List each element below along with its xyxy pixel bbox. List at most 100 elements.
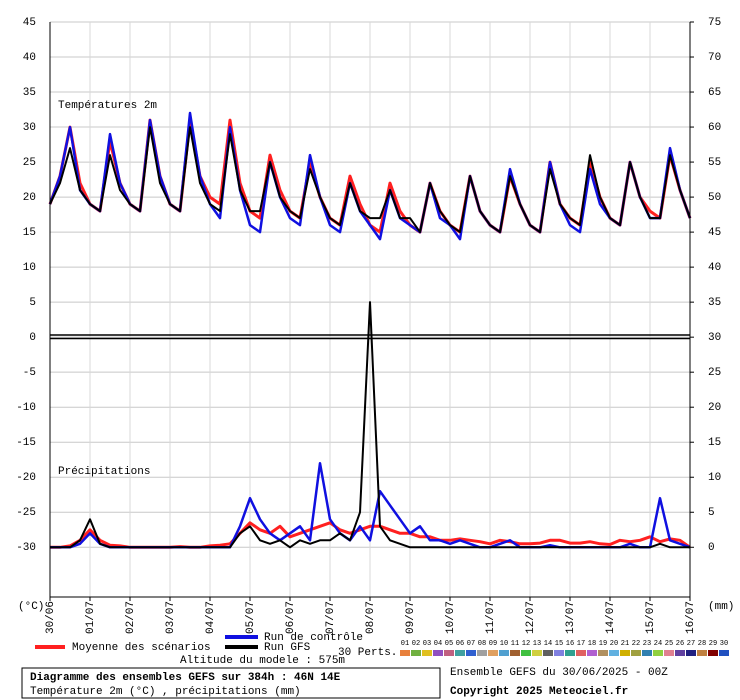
- panel-label: Précipitations: [58, 466, 150, 478]
- perturbation-swatch: [653, 650, 663, 656]
- title-box: [21, 667, 441, 699]
- y2-tick-label: 30: [708, 332, 721, 344]
- x-tick-label: 12/07: [525, 601, 537, 634]
- perturbation-label: 09: [489, 640, 497, 648]
- x-tick-label: 10/07: [445, 601, 457, 634]
- y2-unit: (mm): [708, 601, 734, 613]
- perturbation-label: 26: [676, 640, 684, 648]
- perturbation-label: 18: [588, 640, 596, 648]
- run-label: Ensemble GEFS du 30/06/2025 - 00Z: [450, 667, 668, 679]
- y2-tick-label: 50: [708, 192, 721, 204]
- perturbation-label: 16: [566, 640, 574, 648]
- perturbation-label: 22: [632, 640, 640, 648]
- perturbation-swatch: [488, 650, 498, 656]
- perturbation-swatch: [675, 650, 685, 656]
- perturbation-swatch: [532, 650, 542, 656]
- x-tick-label: 15/07: [645, 601, 657, 634]
- y-tick-label: 15: [23, 227, 36, 239]
- perturbation-swatch: [499, 650, 509, 656]
- perturbation-swatch: [433, 650, 443, 656]
- precipitation-line: [50, 301, 690, 549]
- perturbation-swatch: [598, 650, 608, 656]
- y-tick-label: 30: [23, 122, 36, 134]
- x-tick-label: 08/07: [365, 601, 377, 634]
- altitude: Altitude du modele : 575m: [180, 655, 345, 667]
- y2-tick-label: 40: [708, 262, 721, 274]
- x-tick-label: 02/07: [125, 601, 137, 634]
- y-tick-label: 10: [23, 262, 36, 274]
- legend-label: Run de contrôle: [264, 632, 363, 644]
- perturbation-label: 04: [434, 640, 442, 648]
- perturbation-label: 10: [500, 640, 508, 648]
- y-tick-label: 40: [23, 52, 36, 64]
- y-unit: (°C): [18, 601, 44, 613]
- perturbation-label: 29: [709, 640, 717, 648]
- y-tick-label: -30: [16, 542, 36, 554]
- perturbation-swatch: [587, 650, 597, 656]
- y2-tick-label: 10: [708, 472, 721, 484]
- perturbation-swatch: [455, 650, 465, 656]
- y2-tick-label: 75: [708, 17, 721, 29]
- perturbation-label: 12: [522, 640, 530, 648]
- x-tick-label: 30/06: [45, 601, 57, 634]
- x-tick-label: 16/07: [685, 601, 697, 634]
- y-tick-label: -25: [16, 507, 36, 519]
- perturbation-swatch: [576, 650, 586, 656]
- legend-label: Moyenne des scénarios: [72, 642, 211, 654]
- y2-tick-label: 65: [708, 87, 721, 99]
- perturbation-label: 14: [544, 640, 552, 648]
- y-tick-label: -5: [23, 367, 36, 379]
- perturbation-swatch: [444, 650, 454, 656]
- perturbation-label: 01: [401, 640, 409, 648]
- perturbation-swatch: [510, 650, 520, 656]
- perturbation-swatch: [565, 650, 575, 656]
- y2-tick-label: 0: [708, 542, 715, 554]
- perturbation-swatch: [631, 650, 641, 656]
- perturbation-swatch: [554, 650, 564, 656]
- y-tick-label: -15: [16, 437, 36, 449]
- x-tick-label: 14/07: [605, 601, 617, 634]
- y-tick-label: -10: [16, 402, 36, 414]
- perturbation-swatch: [620, 650, 630, 656]
- perturbation-label: 20: [610, 640, 618, 648]
- y-tick-label: 20: [23, 192, 36, 204]
- temperature-line: [49, 126, 691, 234]
- y-tick-label: 5: [29, 297, 36, 309]
- perturbation-label: 13: [533, 640, 541, 648]
- perturbation-swatch: [477, 650, 487, 656]
- perturbation-swatch: [609, 650, 619, 656]
- y-tick-label: 45: [23, 17, 36, 29]
- perturbation-label: 23: [643, 640, 651, 648]
- chart-subtitle: Température 2m (°C) , précipitations (mm…: [30, 686, 301, 698]
- y-tick-label: 25: [23, 157, 36, 169]
- perturbation-swatch: [719, 650, 729, 656]
- legend-label: Run GFS: [264, 642, 311, 654]
- perturbation-label: 03: [423, 640, 431, 648]
- perturbation-label: 27: [687, 640, 695, 648]
- perturbation-label: 05: [445, 640, 453, 648]
- x-tick-label: 06/07: [285, 601, 297, 634]
- panel-label: Températures 2m: [58, 100, 157, 112]
- perturbation-label: 17: [577, 640, 585, 648]
- legend: Moyenne des scénarios Run de contrôleRun …: [35, 632, 729, 656]
- x-tick-label: 11/07: [485, 601, 497, 634]
- perturbations-label: 30 Perts.: [338, 647, 397, 659]
- y2-tick-label: 35: [708, 297, 721, 309]
- y-tick-label: 0: [29, 332, 36, 344]
- perturbation-swatch: [466, 650, 476, 656]
- x-tick-label: 03/07: [165, 601, 177, 634]
- x-tick-label: 13/07: [565, 601, 577, 634]
- perturbation-label: 02: [412, 640, 420, 648]
- perturbation-label: 06: [456, 640, 464, 648]
- perturbation-label: 15: [555, 640, 563, 648]
- perturbation-swatch: [543, 650, 553, 656]
- x-tick-label: 09/07: [405, 601, 417, 634]
- y2-tick-label: 5: [708, 507, 715, 519]
- y2-tick-label: 55: [708, 157, 721, 169]
- chart-title: Diagramme des ensembles GEFS sur 384h : …: [30, 672, 341, 684]
- y2-tick-label: 45: [708, 227, 721, 239]
- perturbation-label: 21: [621, 640, 629, 648]
- perturbation-swatch: [642, 650, 652, 656]
- perturbation-swatch: [521, 650, 531, 656]
